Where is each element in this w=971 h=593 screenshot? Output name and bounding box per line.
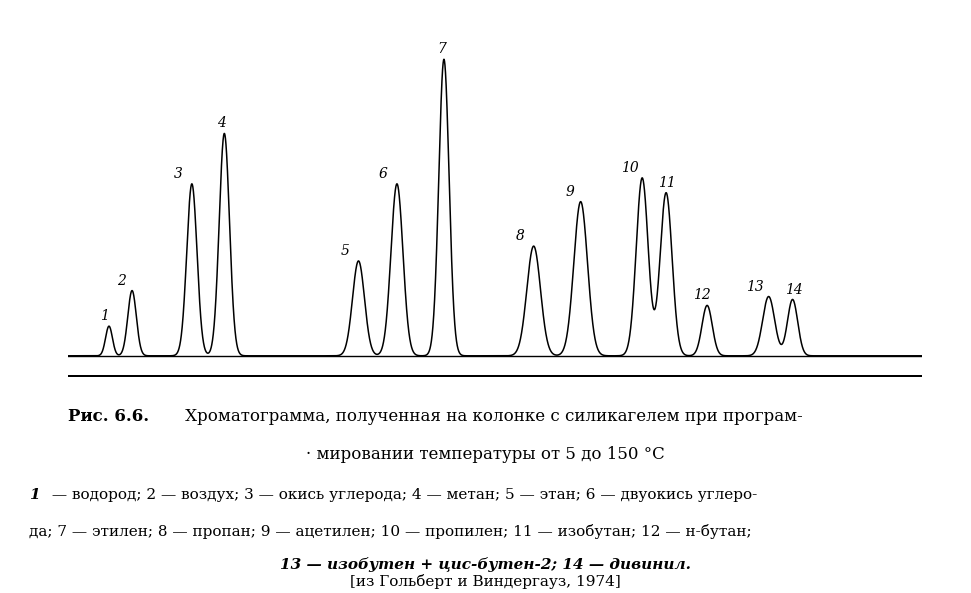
Text: 7: 7 [437, 42, 446, 56]
Text: 1: 1 [100, 309, 109, 323]
Text: 14: 14 [785, 282, 802, 296]
Text: — водород; 2 — воздух; 3 — окись углерода; 4 — метан; 5 — этан; 6 — двуокись угл: — водород; 2 — воздух; 3 — окись углерод… [47, 487, 756, 502]
Text: 1: 1 [29, 487, 40, 502]
Text: 11: 11 [658, 176, 676, 190]
Text: 6: 6 [379, 167, 387, 181]
Text: 3: 3 [174, 167, 183, 181]
Text: 10: 10 [621, 161, 639, 175]
Text: [из Гольберт и Виндергауз, 1974]: [из Гольберт и Виндергауз, 1974] [351, 574, 620, 589]
Text: 4: 4 [218, 116, 226, 130]
Text: 2: 2 [117, 273, 126, 288]
Text: 12: 12 [693, 288, 711, 302]
Text: да; 7 — этилен; 8 — пропан; 9 — ацетилен; 10 — пропилен; 11 — изобутан; 12 — н-б: да; 7 — этилен; 8 — пропан; 9 — ацетилен… [29, 524, 752, 538]
Text: 9: 9 [566, 184, 575, 199]
Text: Хроматограмма, полученная на колонке с силикагелем при програм-: Хроматограмма, полученная на колонке с с… [180, 408, 802, 425]
Text: · мировании температуры от 5 до 150 °C: · мировании температуры от 5 до 150 °C [306, 446, 665, 463]
Text: 8: 8 [516, 229, 524, 243]
Text: Рис. 6.6.: Рис. 6.6. [68, 408, 150, 425]
Text: 13 — изобутен + цис-бутен-2; 14 — дивинил.: 13 — изобутен + цис-бутен-2; 14 — дивини… [280, 557, 691, 572]
Text: 5: 5 [341, 244, 350, 258]
Text: 13: 13 [746, 279, 764, 294]
